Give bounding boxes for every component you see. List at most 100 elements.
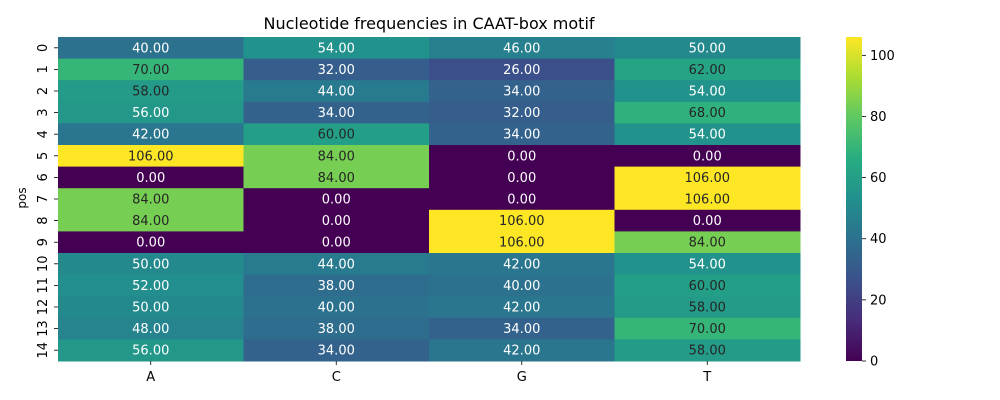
cell-value-label: 26.00: [503, 63, 540, 78]
heatmap-cell: [614, 101, 801, 124]
heatmap-cell: [614, 209, 801, 232]
cell-value-label: 46.00: [503, 41, 540, 56]
chart-title: Nucleotide frequencies in CAAT-box motif: [263, 14, 594, 33]
y-tick-label: 13: [36, 320, 51, 337]
colorbar-tick-label: 80: [870, 110, 887, 125]
y-tick-label: 2: [36, 87, 51, 95]
heatmap-cell: [614, 80, 801, 103]
y-tick-label: 9: [36, 238, 51, 246]
cell-value-label: 34.00: [318, 344, 355, 359]
heatmap-cell: [58, 145, 244, 168]
heatmap-cell: [614, 339, 801, 362]
heatmap-cell: [58, 317, 244, 340]
cell-value-label: 40.00: [132, 41, 169, 56]
y-tick-label: 10: [36, 256, 51, 273]
cell-value-label: 0.00: [693, 214, 722, 229]
cell-value-label: 50.00: [132, 257, 169, 272]
heatmap-cell: [614, 296, 801, 319]
heatmap-cell: [429, 37, 615, 60]
heatmap-cell: [58, 166, 244, 189]
heatmap-cell: [243, 188, 430, 211]
heatmap-cell: [429, 253, 615, 276]
heatmap-cell: [429, 188, 615, 211]
cell-value-label: 0.00: [507, 149, 536, 164]
y-tick-label: 11: [36, 277, 51, 294]
colorbar: 0 20 40 60 80 100: [846, 37, 895, 370]
x-tick-label: A: [146, 370, 155, 385]
cell-value-label: 58.00: [689, 344, 726, 359]
cell-value-label: 58.00: [689, 301, 726, 316]
heatmap-cell: [58, 296, 244, 319]
y-tick-label: 5: [36, 152, 51, 160]
cell-value-label: 106.00: [499, 236, 545, 251]
colorbar-tick-label: 100: [870, 49, 895, 64]
heatmap-cell: [243, 123, 430, 146]
x-tick-label: C: [332, 370, 341, 385]
heatmap-cell: [243, 317, 430, 340]
x-tick-label: G: [517, 370, 527, 385]
y-tick-label: 4: [36, 130, 51, 138]
cell-value-label: 54.00: [689, 85, 726, 100]
heatmap-cell: [429, 317, 615, 340]
heatmap-cell: [429, 339, 615, 362]
cell-value-label: 0.00: [322, 193, 351, 208]
heatmap-cell: [243, 101, 430, 124]
y-tick-label: 6: [36, 173, 51, 181]
y-tick-label: 1: [36, 65, 51, 73]
cell-value-label: 52.00: [132, 279, 169, 294]
cell-value-label: 42.00: [503, 344, 540, 359]
cell-value-label: 54.00: [318, 41, 355, 56]
cell-value-label: 106.00: [499, 214, 545, 229]
cell-value-label: 42.00: [503, 301, 540, 316]
cell-value-label: 42.00: [132, 128, 169, 143]
cell-value-label: 84.00: [132, 193, 169, 208]
cell-value-label: 50.00: [689, 41, 726, 56]
heatmap-cell: [243, 166, 430, 189]
heatmap-cell: [243, 37, 430, 60]
cell-value-label: 50.00: [132, 301, 169, 316]
cell-value-label: 70.00: [689, 322, 726, 337]
cell-value-label: 40.00: [503, 279, 540, 294]
cell-value-label: 0.00: [507, 171, 536, 186]
heatmap-cell: [243, 296, 430, 319]
heatmap-cell: [429, 123, 615, 146]
heatmap-cell: [429, 166, 615, 189]
heatmap-cell: [243, 253, 430, 276]
y-tick-label: 7: [36, 195, 51, 203]
colorbar-tick-label: 20: [870, 293, 887, 308]
heatmap-cell: [58, 188, 244, 211]
cell-value-label: 34.00: [318, 106, 355, 121]
heatmap-cell: [58, 209, 244, 232]
colorbar-tick-label: 0: [870, 355, 878, 370]
cell-value-label: 0.00: [136, 236, 165, 251]
heatmap-cell: [429, 231, 615, 254]
heatmap-cell: [243, 80, 430, 103]
cell-value-label: 0.00: [693, 149, 722, 164]
colorbar-tick-label: 40: [870, 232, 887, 247]
cell-value-label: 48.00: [132, 322, 169, 337]
y-tick-label: 14: [36, 342, 51, 359]
heatmap-cell: [243, 58, 430, 81]
heatmap-cell: [243, 145, 430, 168]
cell-value-label: 84.00: [318, 171, 355, 186]
cell-value-label: 54.00: [689, 128, 726, 143]
cell-value-label: 84.00: [689, 236, 726, 251]
heatmap-cell: [243, 231, 430, 254]
cell-value-label: 42.00: [503, 257, 540, 272]
cell-value-label: 60.00: [318, 128, 355, 143]
cell-value-label: 38.00: [318, 279, 355, 294]
heatmap-cell: [429, 101, 615, 124]
heatmap-cell: [58, 101, 244, 124]
cell-value-label: 34.00: [503, 128, 540, 143]
cell-value-label: 32.00: [318, 63, 355, 78]
heatmap-cell: [429, 145, 615, 168]
heatmap-cell: [614, 253, 801, 276]
cell-value-label: 0.00: [136, 171, 165, 186]
heatmap-cell: [58, 58, 244, 81]
cell-value-label: 58.00: [132, 85, 169, 100]
colorbar-gradient: [846, 37, 862, 361]
heatmap-cell: [614, 37, 801, 60]
heatmap-cell: [58, 37, 244, 60]
y-axis-label: pos: [15, 187, 29, 208]
